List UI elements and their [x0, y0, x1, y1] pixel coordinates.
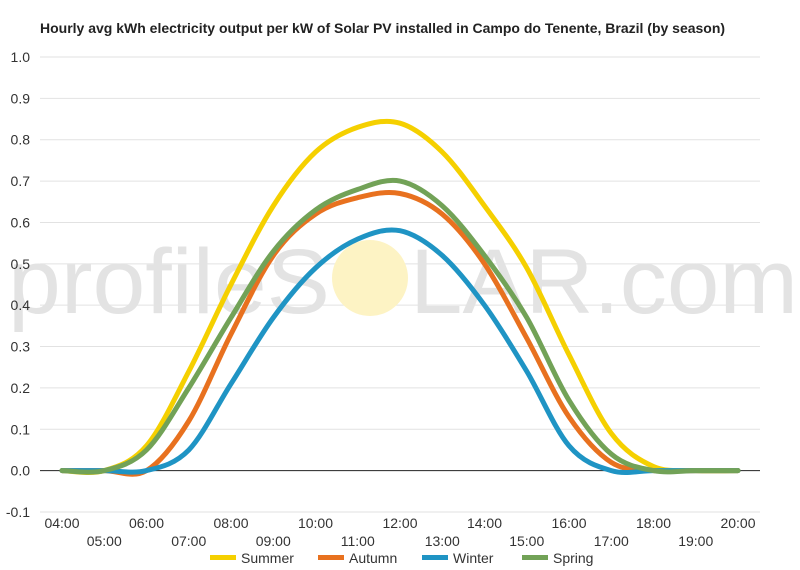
y-axis-ticks: 1.0 0.9 0.8 0.7 0.6 0.5 0.4 0.3 0.2 0.1 0.0 -0.1 — [6, 49, 30, 520]
legend-label-autumn: Autumn — [349, 550, 397, 566]
watermark: profileS LAR.com — [8, 231, 798, 333]
x-tick-label: 13:00 — [425, 533, 460, 549]
x-tick-label: 07:00 — [171, 533, 206, 549]
legend-swatch-winter — [422, 555, 448, 560]
legend-label-winter: Winter — [453, 550, 494, 566]
y-tick-label: 0.0 — [11, 463, 31, 479]
watermark-sun-logo — [332, 240, 408, 316]
y-tick-label: -0.1 — [6, 504, 30, 520]
legend-label-spring: Spring — [553, 550, 593, 566]
series-line-summer — [59, 118, 741, 475]
x-tick-label: 08:00 — [213, 515, 248, 531]
y-tick-label: 1.0 — [11, 49, 31, 65]
series-line-winter — [59, 227, 741, 475]
x-tick-label: 10:00 — [298, 515, 333, 531]
x-axis-ticks: 04:00 05:00 06:00 07:00 08:00 09:00 10:00 11:00… — [44, 515, 755, 549]
y-tick-label: 0.8 — [11, 132, 31, 148]
legend-swatch-autumn — [318, 555, 344, 560]
legend-swatch-spring — [522, 555, 548, 560]
y-tick-label: 0.2 — [11, 380, 31, 396]
x-tick-label: 19:00 — [678, 533, 713, 549]
legend-label-summer: Summer — [241, 550, 294, 566]
y-tick-label: 0.4 — [11, 297, 31, 313]
y-tick-label: 0.9 — [11, 90, 31, 106]
legend: Summer Autumn Winter Spring — [210, 550, 593, 566]
x-tick-label: 12:00 — [382, 515, 417, 531]
x-tick-label: 11:00 — [341, 533, 375, 549]
series-line-spring — [59, 177, 741, 475]
y-tick-label: 0.7 — [11, 173, 31, 189]
x-tick-label: 14:00 — [467, 515, 502, 531]
y-tick-label: 0.6 — [11, 214, 31, 230]
series-line-autumn — [59, 189, 741, 477]
x-tick-label: 09:00 — [256, 533, 291, 549]
y-tick-label: 0.5 — [11, 256, 31, 272]
y-tick-label: 0.1 — [11, 421, 31, 437]
y-tick-label: 0.3 — [11, 339, 31, 355]
x-tick-label: 04:00 — [44, 515, 79, 531]
x-tick-label: 15:00 — [509, 533, 544, 549]
x-tick-label: 18:00 — [636, 515, 671, 531]
x-tick-label: 06:00 — [129, 515, 164, 531]
x-tick-label: 20:00 — [720, 515, 755, 531]
x-tick-label: 17:00 — [594, 533, 629, 549]
chart-title: Hourly avg kWh electricity output per kW… — [40, 20, 725, 36]
legend-swatch-summer — [210, 555, 236, 560]
series-lines — [59, 118, 741, 477]
x-tick-label: 05:00 — [87, 533, 122, 549]
x-tick-label: 16:00 — [551, 515, 586, 531]
